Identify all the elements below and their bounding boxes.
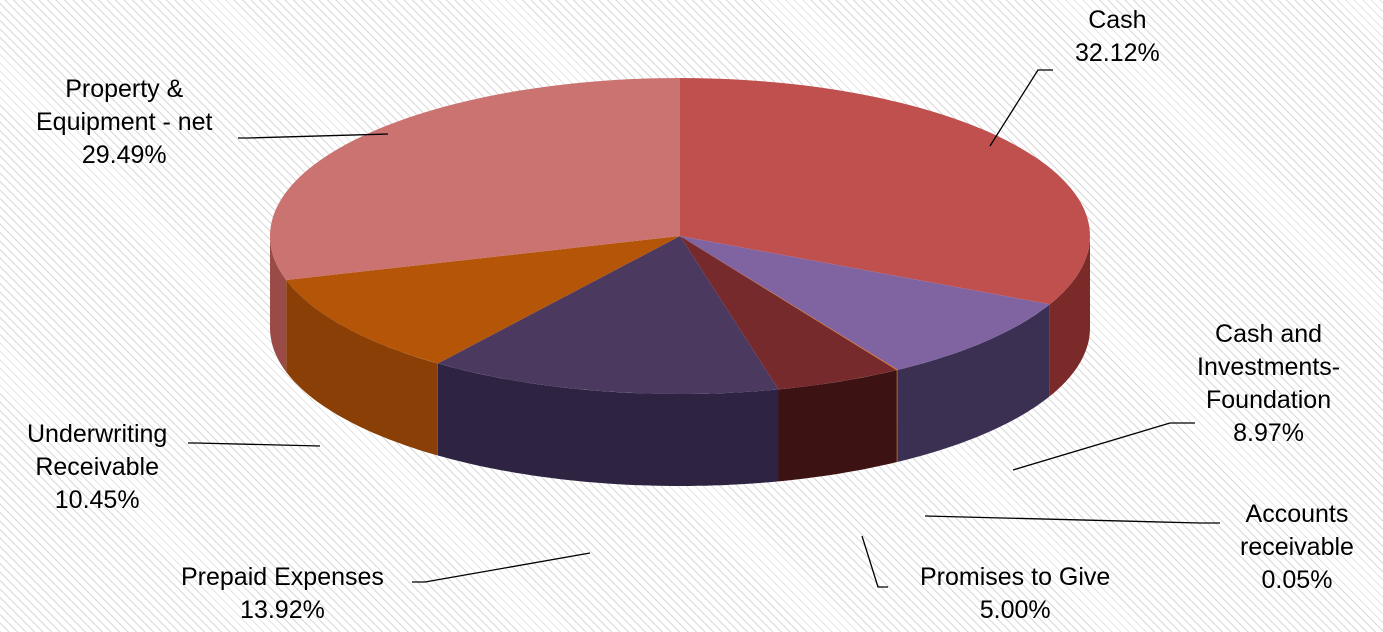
slice-underwriting-receivable (286, 236, 680, 364)
slice-label-line: receivable (1240, 533, 1354, 561)
slice-percent-label: 0.05% (1261, 566, 1333, 594)
slice-side-cash (1049, 236, 1090, 397)
slice-percent-label: 13.92% (240, 596, 325, 624)
slice-side-accounts-receivable (896, 369, 898, 463)
slice-promises-to-give (680, 236, 897, 390)
slice-label-line: Cash (1088, 6, 1147, 34)
slice-percent-label: 10.45% (54, 486, 140, 514)
slice-label-line: Receivable (35, 453, 160, 481)
slice-label-promises-to-give: Promises to Give 5.00% (920, 561, 1110, 627)
slice-label-cash-and-investments-foundation: Cash and Investments- Foundation 8.97% (1197, 318, 1340, 450)
slice-side-underwriting-receivable (286, 280, 438, 456)
slice-accounts-receivable (680, 236, 898, 371)
slice-label-line: Promises to Give (920, 563, 1111, 591)
slice-prepaid-expenses (437, 236, 779, 395)
slice-side-property-equipment-net (270, 236, 287, 372)
slice-property-equipment-net (269, 77, 680, 280)
slice-label-line: Prepaid Expenses (181, 563, 384, 591)
slice-label-line: Property & (65, 75, 184, 103)
slice-label-line: Investments- (1197, 353, 1341, 381)
leader-line-property-equipment-net (238, 133, 389, 139)
slice-label-line: Foundation (1206, 386, 1332, 414)
slice-cash (680, 78, 1090, 305)
slice-percent-label: 29.49% (81, 141, 167, 169)
slice-label-property-equipment-net: Property & Equipment - net 29.49% (36, 73, 213, 172)
leader-lines (188, 69, 1220, 588)
slice-percent-label: 5.00% (979, 596, 1051, 624)
slice-label-prepaid-expenses: Prepaid Expenses 13.92% (181, 561, 384, 627)
slice-label-line: Underwriting (27, 420, 168, 448)
slice-label-accounts-receivable: Accounts receivable 0.05% (1240, 498, 1354, 597)
slice-cash-and-investments-foundation (680, 236, 1050, 370)
leader-line-cash-and-investments-foundation (1012, 422, 1195, 471)
slice-percent-label: 32.12% (1075, 39, 1160, 67)
slice-label-line: Accounts (1245, 500, 1349, 528)
slice-label-line: Equipment - net (36, 108, 213, 136)
pie-sides (270, 236, 1090, 486)
slice-side-prepaid-expenses (437, 363, 779, 486)
slice-label-underwriting-receivable: Underwriting Receivable 10.45% (27, 418, 167, 517)
pie-tops (269, 77, 1090, 395)
slice-label-line: Cash and (1215, 320, 1323, 348)
leader-line-accounts-receivable (924, 515, 1220, 524)
slice-side-cash-and-investments-foundation (897, 304, 1050, 462)
slice-label-cash: Cash 32.12% (1075, 4, 1160, 70)
slice-side-promises-to-give (778, 370, 897, 482)
leader-line-promises-to-give (861, 535, 888, 588)
leader-line-cash (989, 69, 1053, 147)
leader-line-underwriting-receivable (188, 442, 321, 447)
leader-line-prepaid-expenses (412, 552, 591, 583)
slice-percent-label: 8.97% (1233, 419, 1304, 447)
